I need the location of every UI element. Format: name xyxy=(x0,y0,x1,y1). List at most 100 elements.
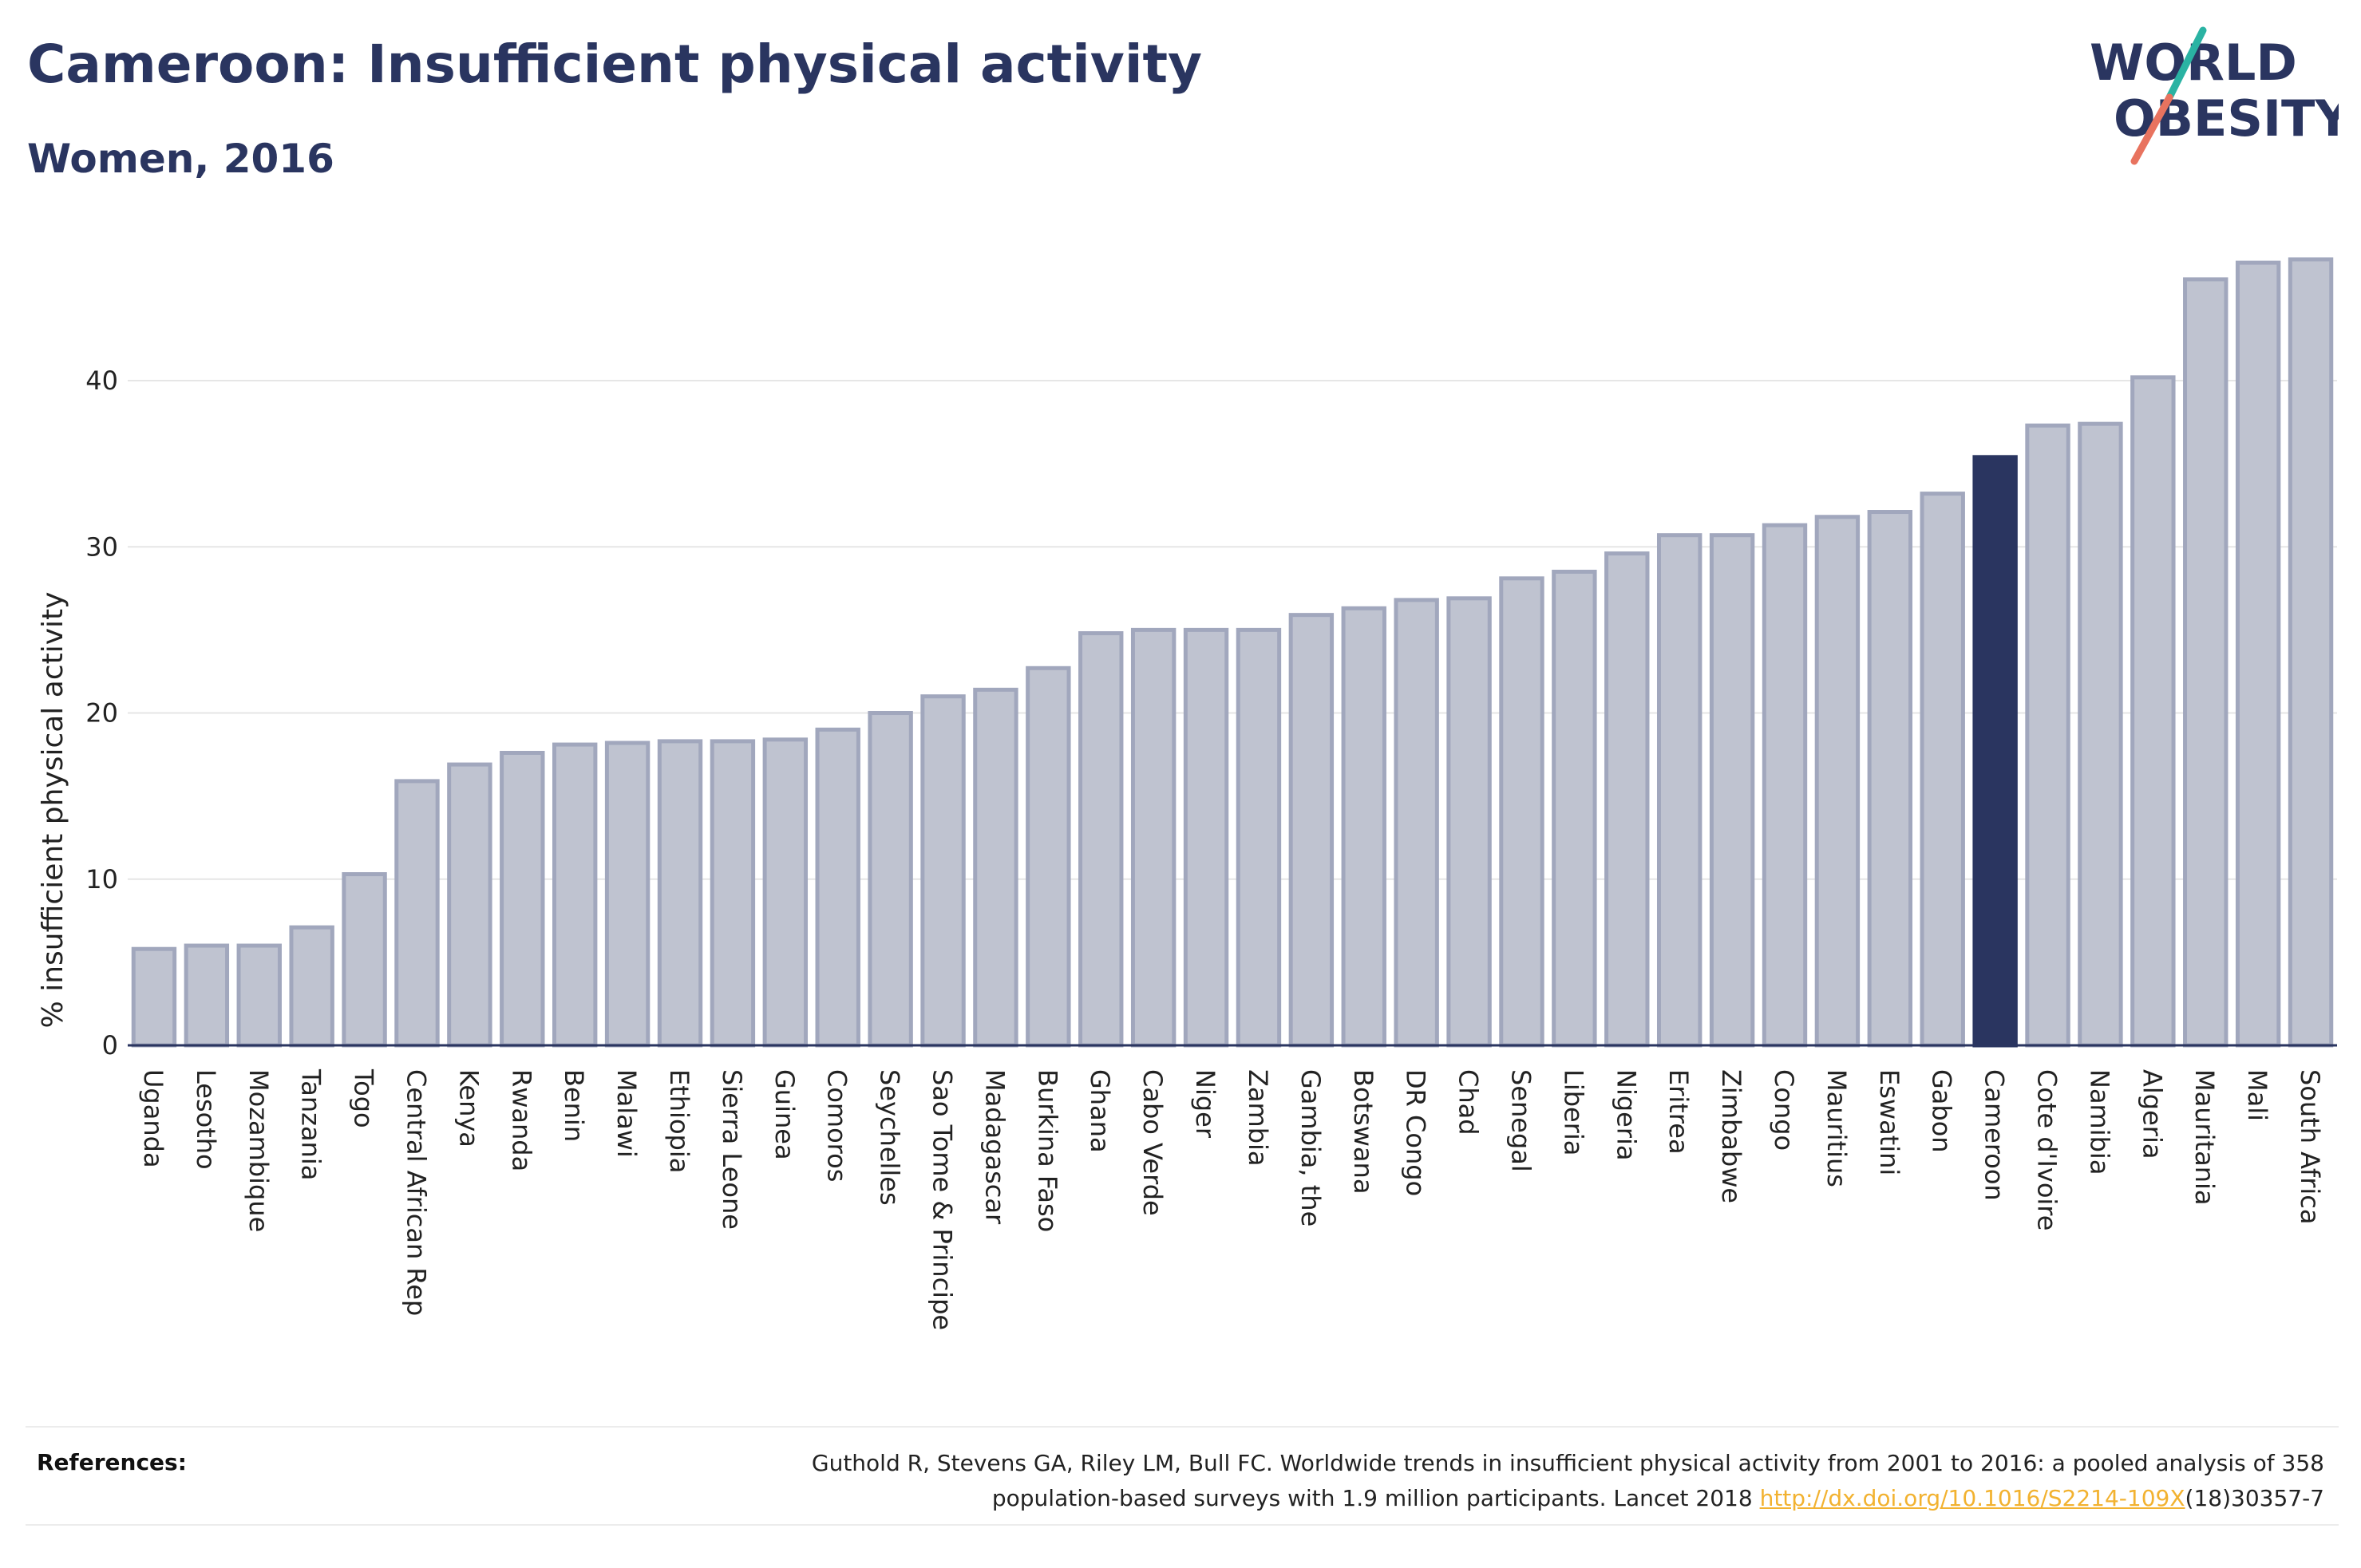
references-label: References: xyxy=(37,1449,187,1475)
y-tick-label: 40 xyxy=(85,365,118,396)
y-tick-label: 30 xyxy=(85,531,118,562)
bar xyxy=(1814,515,1861,1048)
x-tick-label: Cameroon xyxy=(1979,1069,2010,1201)
x-tick-label: DR Congo xyxy=(1401,1069,1431,1196)
bar xyxy=(604,741,651,1048)
bar-chart: 0 10 20 30 40 Uganda Lesotho Mozambique Tanzani… xyxy=(37,257,2337,1330)
bar xyxy=(2235,260,2281,1048)
x-tick-label: Benin xyxy=(559,1069,589,1142)
bar xyxy=(920,694,966,1048)
bar xyxy=(394,779,440,1048)
bar xyxy=(1920,492,1965,1048)
bar xyxy=(1604,551,1650,1048)
y-axis-ticks: 0 10 20 30 40 xyxy=(85,365,118,1060)
x-tick-label: Madagascar xyxy=(979,1069,1010,1225)
world-obesity-logo: WORLD OBESITY xyxy=(2090,26,2339,165)
bar xyxy=(1709,533,1755,1048)
x-tick-label: Sierra Leone xyxy=(717,1069,747,1230)
x-tick-label: Zimbabwe xyxy=(1716,1069,1746,1203)
bar xyxy=(342,872,387,1048)
x-tick-label: Eritrea xyxy=(1663,1069,1694,1155)
bar xyxy=(815,727,860,1048)
x-tick-label: Mali xyxy=(2242,1069,2272,1121)
bar xyxy=(2078,421,2123,1048)
x-tick-label: Gambia, the xyxy=(1295,1069,1326,1226)
references-line-2-end: (18)30357-7 xyxy=(2185,1485,2324,1511)
x-tick-label: Guinea xyxy=(769,1069,800,1160)
x-tick-label: Sao Tome & Principe xyxy=(927,1069,958,1330)
x-tick-label: Botswana xyxy=(1348,1069,1378,1194)
x-tick-label: Seychelles xyxy=(875,1069,905,1206)
x-tick-label: South Africa xyxy=(2295,1069,2325,1224)
y-axis-title: % insufficient physical activity xyxy=(37,592,69,1029)
x-tick-label: Zambia xyxy=(1243,1069,1273,1167)
x-tick-label: Mauritius xyxy=(1821,1069,1852,1187)
gridlines xyxy=(128,380,2337,880)
x-tick-label: Gabon xyxy=(1927,1069,1957,1153)
bar xyxy=(236,943,282,1048)
x-tick-label: Burkina Faso xyxy=(1032,1069,1062,1232)
bars xyxy=(131,257,2334,1048)
x-tick-label: Uganda xyxy=(138,1069,168,1168)
x-tick-label: Tanzania xyxy=(296,1068,326,1180)
bar xyxy=(1183,627,1229,1048)
x-tick-label: Algeria xyxy=(2137,1069,2167,1159)
y-tick-label: 0 xyxy=(102,1030,118,1060)
x-tick-label: Namibia xyxy=(2084,1069,2114,1175)
references-line-2: population-based surveys with 1.9 millio… xyxy=(488,1481,2324,1516)
bar xyxy=(1552,569,1597,1048)
x-tick-label: Kenya xyxy=(453,1069,484,1147)
bar-highlight xyxy=(1972,455,2018,1048)
bar xyxy=(2288,257,2334,1048)
x-tick-label: Chad xyxy=(1453,1069,1484,1136)
divider-top xyxy=(26,1426,2339,1428)
bar xyxy=(552,742,598,1048)
bar xyxy=(447,762,492,1048)
bar xyxy=(657,739,703,1048)
x-tick-label: Niger xyxy=(1190,1069,1220,1139)
bar xyxy=(710,739,756,1048)
logo-slash-coral xyxy=(2130,93,2173,165)
x-tick-label: Malawi xyxy=(611,1069,642,1158)
divider-bottom xyxy=(26,1524,2339,1526)
bar xyxy=(2183,277,2229,1048)
bar xyxy=(1656,533,1703,1048)
bar xyxy=(184,943,230,1048)
logo-slash-teal xyxy=(2165,26,2207,101)
x-axis-ticks: Uganda Lesotho Mozambique Tanzania Togo Centr… xyxy=(138,1068,2325,1330)
bar xyxy=(1867,510,1913,1048)
bar xyxy=(131,946,177,1048)
x-tick-label: Rwanda xyxy=(506,1069,536,1171)
chart-subtitle: Women, 2016 xyxy=(27,136,334,182)
bar xyxy=(1394,598,1439,1048)
x-tick-label: Comoros xyxy=(822,1069,852,1182)
bar xyxy=(1026,666,1071,1048)
chart-title: Cameroon: Insufficient physical activity xyxy=(27,34,1203,95)
x-tick-label: Cote d'Ivoire xyxy=(2032,1069,2062,1230)
x-tick-label: Cabo Verde xyxy=(1137,1069,1168,1216)
x-tick-label: Togo xyxy=(349,1068,379,1128)
x-tick-label: Central African Rep xyxy=(401,1069,431,1316)
bar xyxy=(2130,375,2176,1048)
bar xyxy=(1236,627,1282,1048)
bar xyxy=(1288,613,1335,1048)
x-tick-label: Mauritania xyxy=(2189,1069,2220,1205)
bar xyxy=(2025,423,2070,1048)
bar xyxy=(1446,596,1492,1048)
reference-doi-link[interactable]: http://dx.doi.org/10.1016/S2214-109X xyxy=(1759,1485,2185,1511)
x-tick-label: Ethiopia xyxy=(664,1069,694,1173)
x-tick-label: Lesotho xyxy=(191,1069,221,1170)
x-tick-label: Eswatini xyxy=(1874,1069,1904,1175)
bar xyxy=(1341,606,1386,1048)
references-text: Guthold R, Stevens GA, Riley LM, Bull FC… xyxy=(488,1446,2324,1516)
x-tick-label: Congo xyxy=(1769,1069,1799,1151)
y-tick-label: 10 xyxy=(85,864,118,895)
bar xyxy=(762,737,809,1048)
x-tick-label: Liberia xyxy=(1558,1069,1588,1155)
bar xyxy=(500,750,545,1048)
x-tick-label: Mozambique xyxy=(243,1069,274,1232)
bar xyxy=(1078,631,1124,1048)
x-tick-label: Nigeria xyxy=(1611,1069,1641,1160)
bar xyxy=(1762,523,1808,1048)
bar xyxy=(289,925,334,1048)
